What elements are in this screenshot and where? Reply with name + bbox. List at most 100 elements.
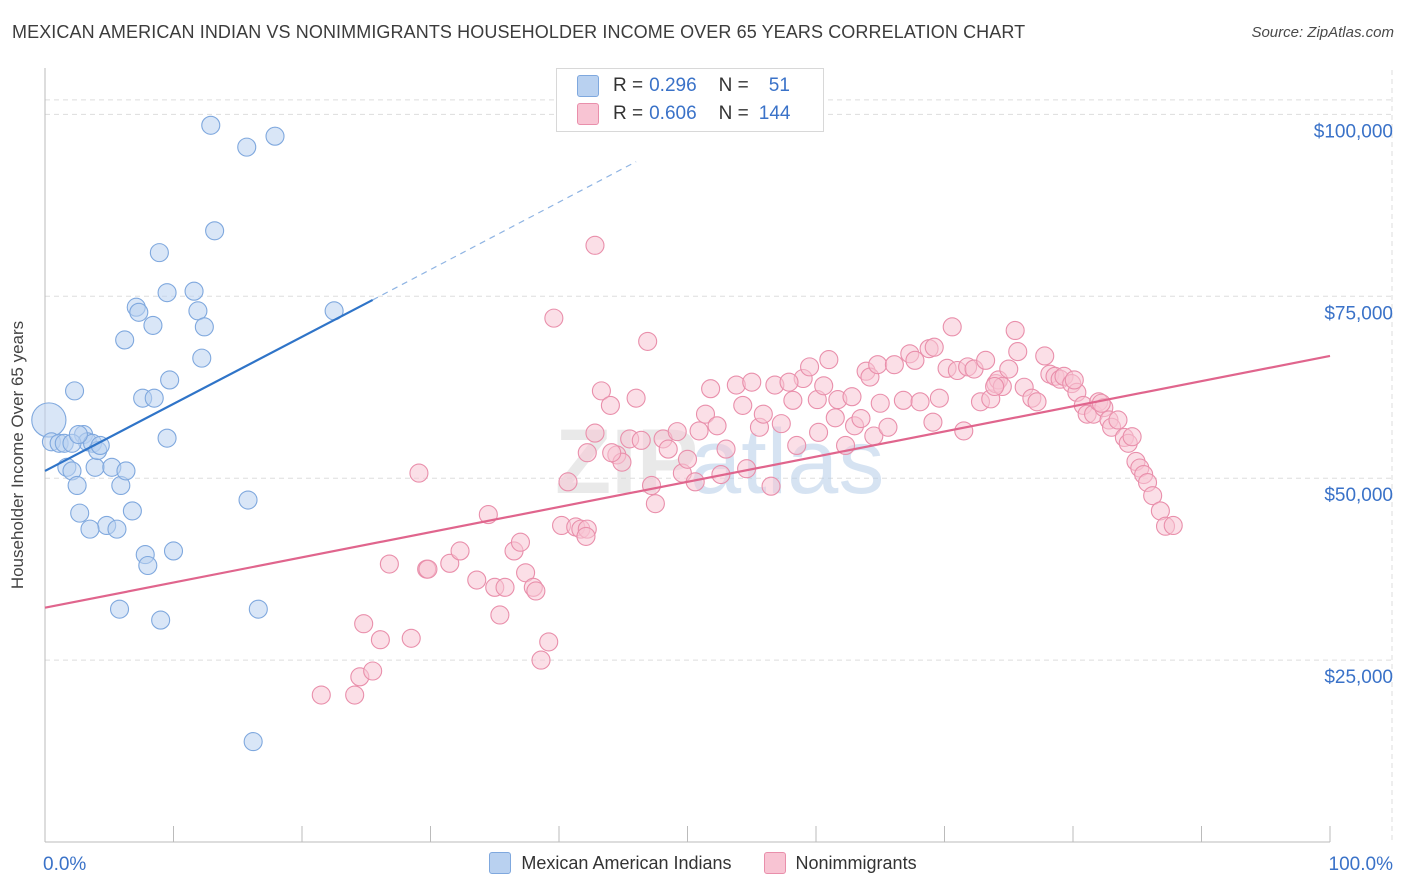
data-point-pink [585,235,605,255]
legend-r-value: 0.606 [649,103,697,124]
y-tick-label: $75,000 [1324,303,1393,324]
data-point-pink [924,337,944,357]
data-point-pink [716,439,736,459]
data-point-pink [667,422,687,442]
data-point-pink [787,435,807,455]
data-point-blue [237,137,257,157]
data-point-pink [1035,346,1055,366]
legend-swatch-blue [577,75,599,97]
trend-line-blue [44,298,374,472]
data-point-pink [490,605,510,625]
data-point-pink [641,475,662,496]
legend-stats-row-blue: R = 0.296 N = 51 [557,73,790,99]
x-tick-label: 100.0% [1329,854,1394,875]
data-point-pink [753,404,773,424]
data-point-blue [248,599,268,619]
data-point-pink [1091,393,1111,413]
data-point-pink [707,416,727,436]
x-tick-label: 0.0% [43,854,86,875]
data-point-pink [842,387,862,407]
data-point-pink [783,390,803,410]
data-point-pink [701,379,721,399]
data-point-pink [363,661,383,681]
y-axis-label: Householder Income Over 65 years [8,320,27,590]
data-point-pink [409,463,429,483]
data-point-pink [311,685,331,705]
legend-item-mexican-american-indians: Mexican American Indians [489,852,732,874]
data-point-blue [188,301,208,321]
legend-swatch-blue [489,852,512,874]
source-label: Source: ZipAtlas.com [1251,24,1394,41]
data-point-blue [138,555,158,576]
data-point-pink [884,355,904,375]
data-point-blue [151,610,171,630]
data-point-blue [116,461,136,481]
data-point-blue [70,503,90,523]
data-point-pink [1005,320,1025,341]
data-point-pink [742,372,762,392]
data-point-pink [910,392,930,412]
data-point-pink [942,317,962,337]
data-point-pink [814,376,834,396]
legend-n-value: 144 [758,103,791,124]
data-point-pink [985,376,1005,397]
data-point-pink [450,541,470,561]
data-point-pink [585,423,605,443]
data-point-blue [163,541,184,561]
data-point-pink [689,421,709,441]
data-point-blue [122,501,142,521]
legend-r-value: 0.296 [649,75,697,96]
data-point-blue [238,490,258,510]
data-point-pink [658,439,678,459]
data-point-blue [201,115,221,135]
data-point-blue [109,599,130,619]
legend-stats-row-pink: R = 0.606 N = 144 [557,101,790,127]
legend-swatch-pink [763,852,786,874]
y-tick-label: $25,000 [1324,667,1393,688]
data-point-pink [999,359,1019,379]
data-point-pink [779,372,799,392]
trend-lines [44,161,1331,609]
legend-item-nonimmigrants: Nonimmigrants [763,852,917,874]
data-point-blue [31,402,67,438]
data-point-pink [878,417,898,437]
data-point-pink [345,685,365,705]
data-point-blue [107,519,127,539]
data-point-pink [905,350,925,370]
data-point-blue [115,330,135,350]
trend-line-pink [44,354,1331,609]
data-point-pink [819,350,839,370]
y-tick-label: $100,000 [1314,121,1393,142]
data-point-pink [1108,410,1128,430]
data-point-pink [467,570,487,590]
data-point-pink [495,577,515,597]
data-point-pink [440,553,460,573]
data-point-blue [157,283,177,303]
data-point-blue [80,519,100,539]
data-point-pink [868,355,888,375]
legend-n-label: N = [718,75,749,96]
data-point-blue [194,317,214,337]
data-point-pink [379,554,399,574]
data-point-pink [1122,427,1142,447]
data-point-pink [558,472,578,492]
data-point-pink [726,375,746,395]
data-point-pink [1008,342,1028,362]
data-point-pink [825,408,845,428]
legend-label: Nonimmigrants [795,852,917,873]
data-point-pink [576,526,596,546]
data-point-pink [929,388,949,408]
data-point-pink [1027,392,1047,412]
gridlines [45,70,1393,842]
data-point-pink [638,331,658,351]
data-point-pink [870,393,890,413]
data-point-pink [761,476,781,496]
data-point-pink [733,395,753,415]
data-point-blue [205,221,225,241]
data-point-blue [129,302,149,322]
chart-title: MEXICAN AMERICAN INDIAN VS NONIMMIGRANTS… [12,22,1026,42]
data-point-blue [184,281,204,301]
y-tick-label: $50,000 [1324,485,1393,506]
data-point-pink [800,357,820,377]
